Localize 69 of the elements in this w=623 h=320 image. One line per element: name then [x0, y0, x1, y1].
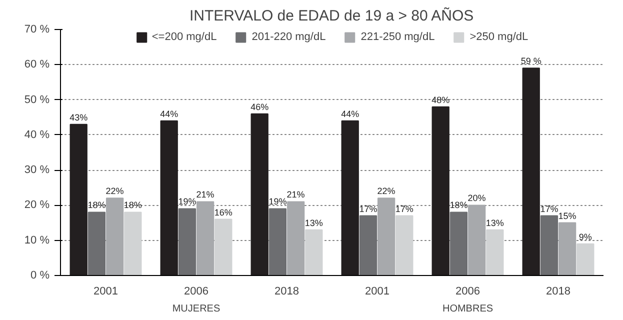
bar: [160, 120, 178, 276]
bar: [359, 215, 378, 276]
legend-label: 201-220 mg/dL: [252, 31, 326, 43]
data-label: 59 %: [520, 56, 542, 66]
data-label: 18%: [450, 200, 468, 210]
y-tick-label: 40 %: [24, 128, 50, 141]
legend-label: <=200 mg/dL: [152, 31, 217, 43]
data-label: 48%: [432, 94, 450, 105]
bar: [377, 198, 396, 276]
bar: [450, 212, 468, 276]
text: MUJERES: [172, 304, 220, 314]
y-tick-label: 60 %: [24, 58, 50, 71]
data-label: 15%: [558, 210, 576, 221]
bar: [468, 204, 486, 276]
x-tick-label: 2018: [546, 286, 570, 298]
bar: [196, 201, 214, 276]
bar: [214, 218, 232, 276]
bar: [576, 243, 594, 276]
bar: [268, 208, 287, 276]
y-tick-label: 0 %: [30, 270, 50, 282]
x-tick-label: 2001: [94, 286, 118, 298]
bar: [178, 208, 196, 276]
x-tick-label: 2018: [274, 286, 299, 298]
data-label: 43%: [70, 112, 88, 122]
data-label: 16%: [214, 207, 232, 218]
x-tick-label: 2006: [184, 286, 208, 298]
bar: [522, 68, 540, 276]
bar: [540, 215, 558, 276]
bar: [486, 229, 504, 276]
text: HOMBRES: [442, 304, 494, 314]
legend-label: 221-250 mg/dL: [360, 31, 435, 43]
bar: [341, 120, 359, 276]
data-label: 44%: [160, 108, 178, 119]
bar: [70, 124, 88, 276]
y-tick-label: 70 %: [24, 24, 50, 36]
y-tick-label: 10 %: [24, 234, 50, 246]
legend-label: >250 mg/dL: [470, 31, 528, 43]
bar: [124, 212, 142, 276]
y-tick-label: 50 %: [24, 94, 50, 106]
data-label: 17%: [395, 204, 414, 214]
data-label: 46%: [250, 102, 269, 112]
data-label: 22%: [106, 186, 124, 196]
chart-title: INTERVALO de EDAD de 19 a > 80 AÑOS: [190, 6, 474, 24]
data-label: 13%: [486, 218, 504, 228]
x-tick-label: 2006: [456, 286, 480, 298]
data-label: 44%: [341, 108, 360, 119]
bar: [286, 201, 305, 276]
bar: [106, 198, 124, 276]
data-label: 18%: [88, 200, 106, 210]
data-label: 13%: [304, 218, 323, 228]
data-label: 22%: [377, 186, 396, 196]
bar: [250, 113, 268, 276]
bar: [396, 215, 414, 276]
data-label: 21%: [286, 190, 305, 200]
y-tick-label: 20 %: [24, 199, 50, 212]
data-label: 21%: [196, 190, 214, 200]
data-label: 17%: [359, 204, 378, 214]
data-label: 17%: [540, 204, 558, 214]
y-tick-label: 30 %: [24, 164, 50, 176]
data-label: 18%: [124, 200, 142, 210]
data-label: 19%: [178, 196, 196, 207]
data-label: 9%: [578, 232, 592, 242]
bar: [305, 229, 323, 276]
bar: [432, 106, 450, 276]
data-label: 20%: [468, 193, 486, 204]
x-tick-label: 2001: [365, 286, 390, 298]
bar: [88, 212, 106, 276]
bar: [558, 222, 576, 276]
data-label: 19%: [268, 196, 287, 207]
